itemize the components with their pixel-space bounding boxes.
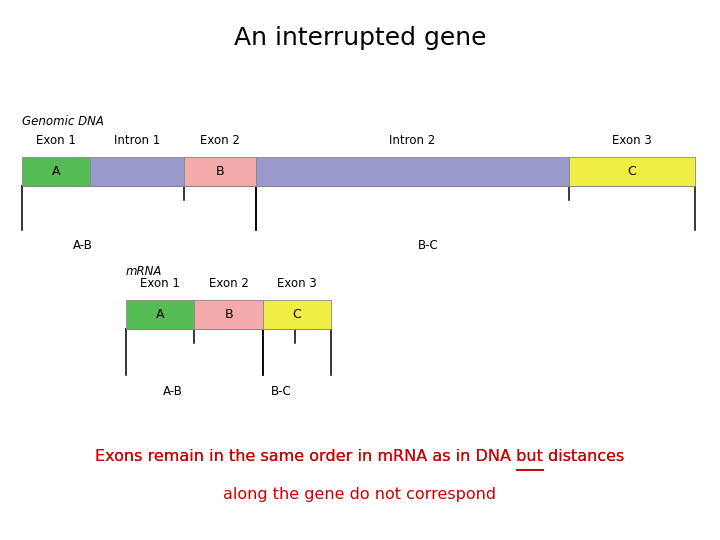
- Bar: [569, 157, 695, 186]
- Text: Exon 2: Exon 2: [209, 277, 248, 290]
- Text: mRNA: mRNA: [126, 265, 163, 278]
- Text: Exons remain in the same order in mRNA as in DNA but distances: Exons remain in the same order in mRNA a…: [95, 449, 625, 464]
- Text: B-C: B-C: [271, 385, 291, 398]
- Bar: [184, 157, 256, 186]
- Text: Exon 1: Exon 1: [36, 134, 76, 147]
- Text: along the gene do not correspond: along the gene do not correspond: [223, 487, 497, 502]
- Bar: [90, 157, 184, 186]
- Bar: [263, 300, 331, 329]
- Bar: [194, 300, 263, 329]
- Bar: [126, 300, 194, 329]
- Text: A: A: [156, 308, 164, 321]
- Text: A: A: [52, 165, 60, 178]
- Text: A-B: A-B: [163, 385, 183, 398]
- Text: B: B: [225, 308, 233, 321]
- Text: An interrupted gene: An interrupted gene: [234, 26, 486, 50]
- Text: B-C: B-C: [418, 239, 438, 252]
- Text: B: B: [215, 165, 224, 178]
- Text: Exon 3: Exon 3: [277, 277, 317, 290]
- Bar: [22, 157, 90, 186]
- Text: C: C: [627, 165, 636, 178]
- Bar: [256, 157, 569, 186]
- Text: Exon 2: Exon 2: [199, 134, 240, 147]
- Text: Exon 1: Exon 1: [140, 277, 180, 290]
- Text: Intron 2: Intron 2: [389, 134, 436, 147]
- Text: Exon 3: Exon 3: [612, 134, 652, 147]
- Text: A-B: A-B: [73, 239, 93, 252]
- Text: C: C: [292, 308, 302, 321]
- Text: Intron 1: Intron 1: [114, 134, 160, 147]
- Text: Genomic DNA: Genomic DNA: [22, 115, 104, 128]
- Text: Exons remain in the same order in mRNA as in DNA but distances: Exons remain in the same order in mRNA a…: [95, 449, 625, 464]
